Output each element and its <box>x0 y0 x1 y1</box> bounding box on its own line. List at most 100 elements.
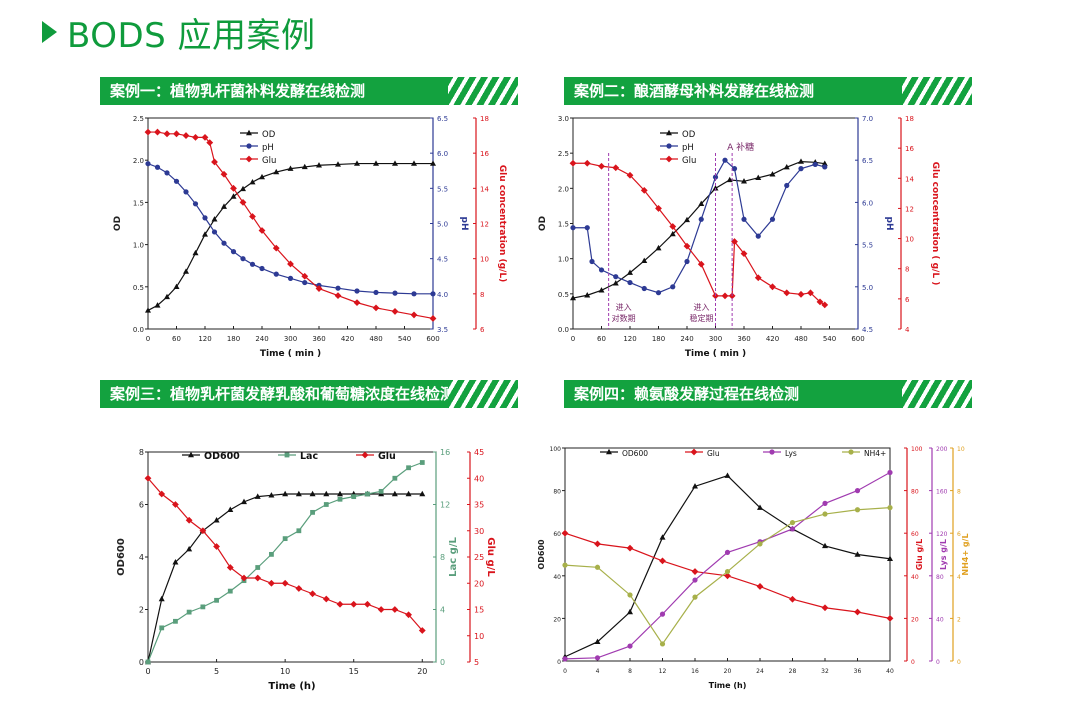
y-tick-label: 6.0 <box>437 150 448 158</box>
x-tick-label: 480 <box>794 335 807 343</box>
plot-frame <box>147 117 434 330</box>
y-tick-label: 0 <box>139 658 144 667</box>
data-point-ph <box>570 225 576 231</box>
data-point-glu <box>315 285 323 292</box>
x-tick-label: 15 <box>349 667 359 676</box>
y-tick-label: 1.0 <box>558 256 569 264</box>
y-tick-label: 10 <box>957 446 965 453</box>
data-point-ph <box>249 261 256 267</box>
data-point-glu <box>206 139 214 147</box>
section-bar-2: 案例二：酿酒酵母补料发酵在线检测 <box>564 77 972 105</box>
legend-label: NH4+ <box>864 449 886 458</box>
x-tick-label: 24 <box>756 668 764 675</box>
y-tick-label: 12 <box>905 205 914 213</box>
data-point-lys <box>594 655 601 661</box>
data-point-glu <box>410 311 418 319</box>
data-point-ph <box>430 291 436 297</box>
data-point-od <box>798 158 804 164</box>
legend-label: OD600 <box>622 449 648 458</box>
y-tick-label: 8 <box>480 291 484 299</box>
legend-label: Glu <box>262 156 276 166</box>
data-point-ph <box>240 256 246 262</box>
section-title-4: 案例四：赖氨酸发酵过程在线检测 <box>574 385 800 403</box>
data-point-glu <box>249 213 256 220</box>
series-line-ph <box>147 163 433 295</box>
y-tick-label: 200 <box>936 446 948 453</box>
data-point-glu <box>731 238 738 245</box>
x-tick-label: 28 <box>789 668 797 675</box>
data-point-glu <box>213 543 220 550</box>
data-point-od <box>627 269 633 275</box>
data-point-glu <box>220 170 228 178</box>
data-point-od600 <box>323 490 330 497</box>
data-point-lac <box>392 475 398 481</box>
y-tick-label: 120 <box>936 531 948 538</box>
x-tick-label: 20 <box>417 667 427 676</box>
data-point-od600 <box>692 483 698 489</box>
data-point-od600 <box>419 490 426 497</box>
section-bar-4: 案例四：赖氨酸发酵过程在线检测 <box>564 380 972 408</box>
y-axis-label: Glu concentration ( g/L ) <box>930 162 940 286</box>
y-tick-label: 6.5 <box>437 115 448 123</box>
data-point-ph <box>769 216 776 222</box>
chart-case-1: 0 60 120 180 240 300 360 420 480 540 600 Time ( min… <box>113 115 507 359</box>
data-point-od <box>373 160 379 166</box>
data-point-glu <box>655 205 662 212</box>
y-tick-label: 0.5 <box>558 291 569 299</box>
y-tick-label: 15 <box>474 606 484 615</box>
data-point-od <box>669 230 676 237</box>
section-title-2: 案例二：酿酒酵母补料发酵在线检测 <box>574 82 815 100</box>
data-point-ph <box>230 249 237 255</box>
data-point-glu <box>144 128 152 136</box>
data-point-lac <box>310 509 315 515</box>
data-point-glu <box>239 199 247 206</box>
y-tick-label: 10 <box>905 236 914 244</box>
y-tick-label: 0 <box>911 659 915 666</box>
data-point-lac <box>282 536 288 542</box>
data-point-od600 <box>594 638 601 645</box>
y-tick-label: 30 <box>474 527 484 536</box>
x-tick-label: 600 <box>851 335 864 343</box>
legend-marker <box>246 129 252 136</box>
y-axis-label: Lys g/L <box>939 539 948 570</box>
data-point-glu <box>683 242 691 250</box>
data-point-lac <box>378 488 384 494</box>
data-point-od600 <box>887 555 893 561</box>
data-point-lys <box>854 488 861 494</box>
data-point-od <box>392 160 398 166</box>
data-point-nh4 <box>627 592 633 598</box>
data-point-od600 <box>659 534 666 540</box>
y-tick-label: 20 <box>553 616 561 623</box>
data-point-glu <box>163 130 171 138</box>
data-point-glu <box>691 568 699 575</box>
data-point-od600 <box>227 506 234 512</box>
x-axis-label: Time ( min ) <box>685 349 746 359</box>
y-axis-label: OD600 <box>116 538 127 576</box>
data-point-ph <box>302 279 308 286</box>
y-tick-label: 0.5 <box>133 284 144 292</box>
data-point-ph <box>627 279 633 286</box>
series-line-glu <box>573 162 826 306</box>
data-point-ph <box>173 178 180 184</box>
data-point-lys <box>789 526 796 532</box>
legend-label: Glu <box>707 449 720 458</box>
data-point-od600 <box>241 498 247 505</box>
data-point-ph <box>670 284 676 290</box>
data-point-glu <box>353 299 361 307</box>
y-tick-label: 6 <box>139 501 144 510</box>
y-axis-label: Glu g/L <box>915 539 924 571</box>
data-point-lac <box>227 588 233 594</box>
data-point-glu <box>199 527 207 535</box>
data-point-lac <box>351 494 357 500</box>
data-point-glu <box>240 574 248 582</box>
x-tick-label: 16 <box>691 668 699 675</box>
legend-marker <box>665 155 673 163</box>
section-bar-1: 案例一：植物乳杆菌补料发酵在线检测 <box>100 77 518 105</box>
data-point-lac <box>365 491 370 497</box>
data-point-lys <box>724 549 731 555</box>
data-point-nh4 <box>692 594 698 600</box>
x-tick-label: 32 <box>821 668 829 675</box>
data-point-ph <box>211 229 218 235</box>
data-point-od <box>783 164 790 170</box>
data-point-glu <box>886 615 894 622</box>
